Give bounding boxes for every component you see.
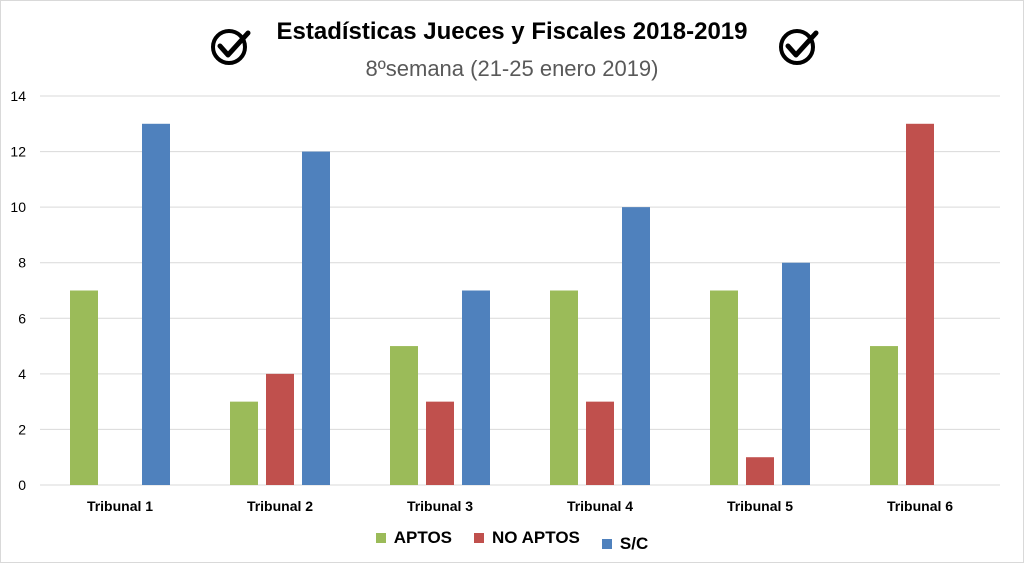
x-tick-label: Tribunal 5 [727, 498, 793, 514]
legend-label-sc: S/C [619, 534, 649, 553]
x-tick-label: Tribunal 6 [887, 498, 953, 514]
y-tick-label: 14 [10, 88, 26, 104]
y-tick-label: 2 [18, 421, 26, 437]
bar-s-c-1 [142, 123, 170, 486]
bar-no-aptos-5 [746, 457, 774, 485]
bar-no-aptos-6 [906, 123, 934, 486]
y-tick-label: 8 [18, 255, 26, 271]
bar-aptos-5 [710, 290, 738, 485]
bar-no-aptos-2 [266, 373, 294, 485]
bar-s-c-5 [782, 262, 810, 485]
legend-swatch-no-aptos [474, 533, 485, 543]
y-tick-label: 10 [10, 199, 26, 215]
legend: APTOS NO APTOS S/C [0, 522, 1024, 554]
x-tick-label: Tribunal 4 [567, 498, 633, 514]
bar-no-aptos-4 [586, 401, 614, 485]
chart-subtitle: 8ºsemana (21-25 enero 2019) [365, 56, 659, 81]
legend-label-aptos: APTOS [393, 528, 453, 547]
y-tick-label: 4 [18, 366, 26, 382]
chart-title: Estadísticas Jueces y Fiscales 2018-2019 [276, 18, 748, 45]
bar-aptos-4 [550, 290, 578, 485]
check-badge-icon [779, 29, 819, 65]
y-tick-label: 12 [10, 144, 26, 160]
legend-swatch-aptos [375, 533, 386, 543]
x-tick-label: Tribunal 3 [407, 498, 473, 514]
y-tick-label: 0 [18, 477, 26, 493]
bar-aptos-2 [230, 401, 258, 485]
x-tick-label: Tribunal 1 [87, 498, 153, 514]
legend-item-aptos: APTOS [375, 522, 453, 554]
bar-aptos-6 [870, 346, 898, 485]
bar-no-aptos-3 [426, 401, 454, 485]
bar-s-c-4 [622, 207, 650, 485]
bar-aptos-3 [390, 346, 418, 485]
legend-item-no-aptos: NO APTOS [474, 522, 580, 554]
legend-swatch-sc [601, 539, 612, 549]
bar-aptos-1 [70, 290, 98, 485]
x-tick-label: Tribunal 2 [247, 498, 313, 514]
bar-s-c-3 [462, 290, 490, 485]
y-tick-label: 6 [18, 310, 26, 326]
legend-label-no-aptos: NO APTOS [492, 528, 580, 547]
bar-s-c-2 [302, 151, 330, 486]
check-badge-icon [211, 29, 251, 65]
legend-item-sc: S/C [601, 534, 649, 554]
